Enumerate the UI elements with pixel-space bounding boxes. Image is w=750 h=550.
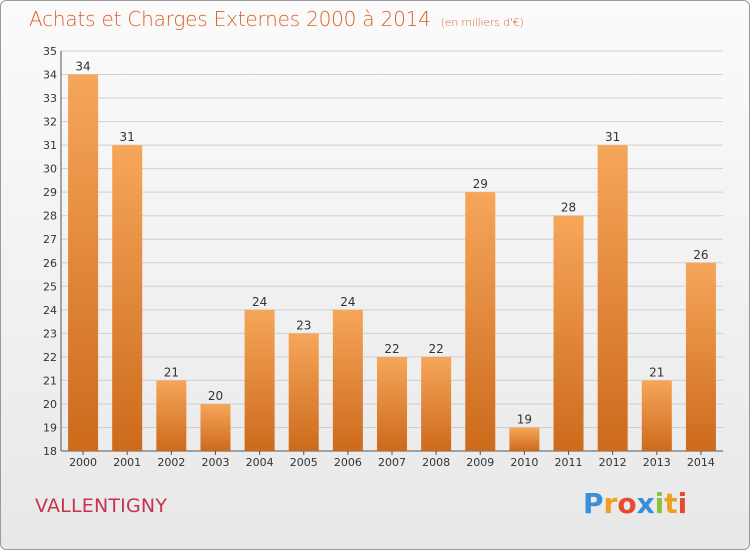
logo-letter: P	[583, 487, 604, 520]
logo-letter: t	[664, 487, 678, 520]
x-tick-label: 2006	[334, 456, 362, 469]
y-tick-label: 26	[43, 257, 57, 270]
y-tick-label: 32	[43, 116, 57, 129]
chart-unit: (en milliers d'€)	[440, 16, 524, 29]
data-label: 24	[340, 295, 355, 309]
y-tick-label: 24	[43, 304, 57, 317]
x-tick-label: 2011	[555, 456, 583, 469]
logo-letter: x	[636, 487, 655, 520]
x-tick-label: 2014	[687, 456, 715, 469]
bar	[685, 262, 716, 451]
x-tick-label: 2010	[510, 456, 538, 469]
bar	[112, 145, 143, 451]
bar	[288, 333, 319, 451]
x-tick-label: 2007	[378, 456, 406, 469]
data-label: 26	[693, 248, 708, 262]
x-tick-label: 2002	[157, 456, 185, 469]
data-label: 22	[384, 342, 399, 356]
y-tick-label: 27	[43, 233, 57, 246]
axes: 18 19 20 21 22 23 24 25 26 27 28 29 30 31 32 33 34 35 2000…	[43, 45, 723, 469]
y-tick-label: 20	[43, 398, 57, 411]
bar	[421, 356, 452, 451]
y-tick-label: 25	[43, 280, 57, 293]
x-tick-label: 2009	[466, 456, 494, 469]
x-tick-label: 2008	[422, 456, 450, 469]
y-tick-label: 29	[43, 186, 57, 199]
commune-name: VALLENTIGNY	[35, 495, 168, 517]
bar	[332, 309, 363, 451]
data-label: 29	[473, 177, 488, 191]
bar	[509, 427, 540, 451]
data-label: 21	[164, 365, 179, 379]
data-label: 20	[208, 389, 223, 403]
y-tick-label: 28	[43, 210, 57, 223]
logo-letter: r	[603, 487, 618, 520]
x-tick-label: 2001	[113, 456, 141, 469]
y-tick-label: 18	[43, 445, 57, 458]
data-label: 19	[517, 412, 532, 426]
bar	[641, 380, 672, 451]
bar	[244, 309, 275, 451]
bar	[68, 74, 99, 451]
y-tick-label: 22	[43, 351, 57, 364]
data-label: 21	[649, 365, 664, 379]
y-tick-label: 34	[43, 69, 57, 82]
logo-letter: i	[677, 487, 688, 520]
bar	[377, 356, 407, 451]
y-tick-label: 35	[43, 45, 57, 58]
logo-letter: o	[617, 487, 637, 520]
data-label: 31	[120, 130, 135, 144]
x-tick-label: 2000	[69, 456, 97, 469]
y-tick-label: 19	[43, 421, 57, 434]
bars	[68, 74, 716, 452]
y-tick-label: 21	[43, 374, 57, 387]
x-tick-label: 2013	[643, 456, 671, 469]
data-label: 34	[75, 60, 90, 74]
bar	[553, 215, 584, 451]
data-labels: 34 31 21 20 24 23 24 22 22 29 19 28 31 21 26	[75, 60, 708, 427]
x-tick-label: 2012	[599, 456, 627, 469]
logo-letter: i	[654, 487, 665, 520]
data-label: 28	[561, 201, 576, 215]
x-tick-label: 2004	[246, 456, 274, 469]
y-tick-label: 33	[43, 92, 57, 105]
x-tick-label: 2003	[201, 456, 229, 469]
data-label: 31	[605, 130, 620, 144]
chart-title: Achats et Charges Externes 2000 à 2014 (e…	[29, 7, 524, 31]
proxiti-logo: Proxiti	[583, 487, 687, 520]
bar	[156, 380, 187, 451]
bar	[465, 192, 496, 452]
data-label: 24	[252, 295, 267, 309]
x-tick-label: 2005	[290, 456, 318, 469]
bar	[200, 403, 231, 451]
bar	[597, 145, 628, 451]
chart-title-text: Achats et Charges Externes 2000 à 2014	[29, 7, 431, 31]
data-label: 22	[428, 342, 443, 356]
y-tick-label: 30	[43, 163, 57, 176]
y-tick-label: 31	[43, 139, 57, 152]
data-label: 23	[296, 318, 311, 332]
y-tick-label: 23	[43, 327, 57, 340]
